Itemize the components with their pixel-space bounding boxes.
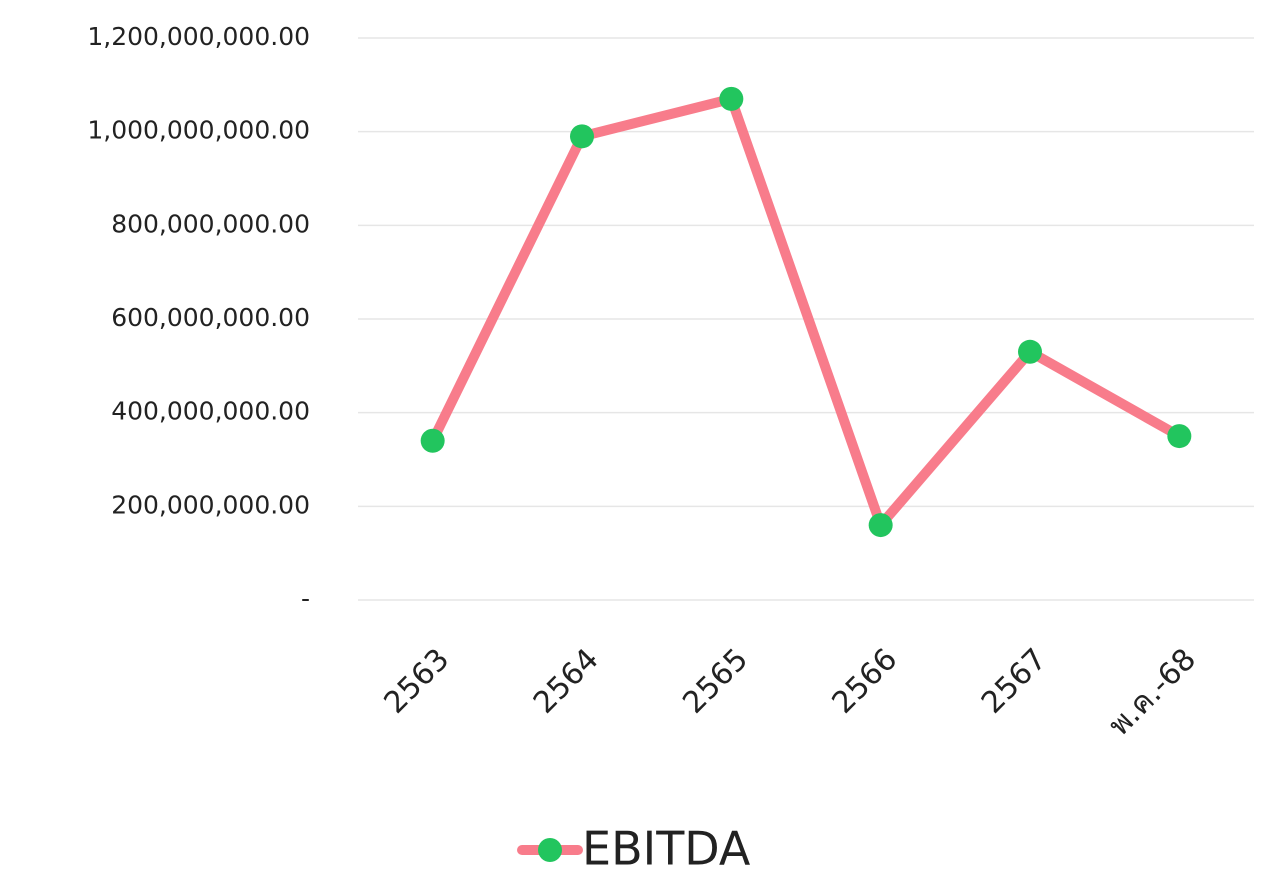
x-tick-label: พ.ค.-68 xyxy=(1102,642,1203,743)
x-tick-label: 2566 xyxy=(826,642,905,721)
x-tick-label: 2564 xyxy=(527,642,606,721)
y-tick-label: 600,000,000.00 xyxy=(111,303,310,332)
y-tick-label: 400,000,000.00 xyxy=(111,397,310,426)
point xyxy=(719,86,744,111)
point xyxy=(570,124,594,149)
y-tick-label: 800,000,000.00 xyxy=(111,209,310,238)
x-tick-label: 2567 xyxy=(975,642,1054,721)
x-tick-label: 2565 xyxy=(676,642,755,721)
y-tick-label: 1,000,000,000.00 xyxy=(87,116,310,145)
legend-label: EBITDA xyxy=(582,822,751,875)
point xyxy=(420,428,445,453)
y-tick-label: - xyxy=(301,584,310,613)
line xyxy=(428,93,1182,531)
y-tick-label: 200,000,000.00 xyxy=(111,490,310,519)
legend-marker xyxy=(538,838,562,862)
point xyxy=(1167,424,1192,449)
point xyxy=(1018,339,1042,364)
y-tick-label: 1,200,000,000.00 xyxy=(87,22,310,51)
x-tick-label: 2563 xyxy=(378,642,457,721)
point xyxy=(868,513,893,538)
